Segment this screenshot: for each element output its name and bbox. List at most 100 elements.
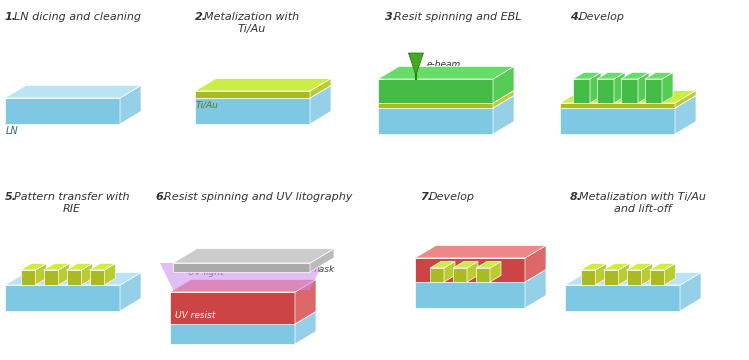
Polygon shape bbox=[378, 95, 514, 108]
Polygon shape bbox=[476, 268, 490, 282]
Polygon shape bbox=[195, 98, 310, 124]
Polygon shape bbox=[195, 78, 331, 91]
Polygon shape bbox=[160, 263, 323, 290]
Polygon shape bbox=[638, 72, 649, 103]
Text: 1.: 1. bbox=[5, 12, 17, 22]
Polygon shape bbox=[619, 264, 629, 285]
Polygon shape bbox=[573, 72, 601, 79]
Polygon shape bbox=[430, 261, 455, 268]
Polygon shape bbox=[5, 285, 120, 311]
Polygon shape bbox=[626, 264, 652, 270]
Text: mask: mask bbox=[311, 266, 336, 274]
Polygon shape bbox=[89, 264, 115, 270]
Polygon shape bbox=[525, 269, 546, 308]
Text: Metalization with
Ti/Au: Metalization with Ti/Au bbox=[204, 12, 299, 33]
Text: e-beam: e-beam bbox=[426, 59, 461, 68]
Text: Resit spinning and EBL: Resit spinning and EBL bbox=[394, 12, 521, 22]
Polygon shape bbox=[415, 258, 525, 282]
Polygon shape bbox=[170, 292, 295, 324]
Polygon shape bbox=[430, 268, 444, 282]
Polygon shape bbox=[105, 264, 115, 285]
Polygon shape bbox=[565, 285, 680, 311]
Polygon shape bbox=[415, 246, 546, 258]
Polygon shape bbox=[493, 95, 514, 134]
Polygon shape bbox=[310, 78, 331, 98]
Polygon shape bbox=[580, 264, 607, 270]
Text: Resist spinning and UV litography: Resist spinning and UV litography bbox=[164, 192, 352, 202]
Polygon shape bbox=[675, 95, 696, 134]
Polygon shape bbox=[597, 79, 614, 103]
Polygon shape bbox=[173, 263, 310, 272]
Text: 5.: 5. bbox=[5, 192, 17, 202]
Polygon shape bbox=[170, 324, 295, 344]
Polygon shape bbox=[195, 91, 310, 98]
Text: Develop: Develop bbox=[429, 192, 475, 202]
Polygon shape bbox=[604, 270, 619, 285]
Polygon shape bbox=[641, 264, 652, 285]
Polygon shape bbox=[35, 264, 46, 285]
Polygon shape bbox=[195, 85, 331, 98]
Text: 3.: 3. bbox=[385, 12, 397, 22]
Polygon shape bbox=[378, 79, 493, 103]
Polygon shape bbox=[170, 279, 316, 292]
Polygon shape bbox=[645, 72, 673, 79]
Polygon shape bbox=[378, 103, 493, 108]
Text: 2.: 2. bbox=[195, 12, 207, 22]
Polygon shape bbox=[597, 72, 625, 79]
Text: 4.: 4. bbox=[570, 12, 582, 22]
Text: e-beam resist: e-beam resist bbox=[383, 93, 445, 102]
Polygon shape bbox=[595, 264, 607, 285]
Polygon shape bbox=[378, 108, 493, 134]
Polygon shape bbox=[173, 249, 334, 263]
Polygon shape bbox=[662, 72, 673, 103]
Text: 7.: 7. bbox=[420, 192, 432, 202]
Polygon shape bbox=[573, 79, 590, 103]
Polygon shape bbox=[82, 264, 92, 285]
Polygon shape bbox=[444, 261, 455, 282]
Polygon shape bbox=[560, 90, 696, 103]
Polygon shape bbox=[453, 261, 478, 268]
Polygon shape bbox=[453, 268, 467, 282]
Text: LN dicing and cleaning: LN dicing and cleaning bbox=[14, 12, 141, 22]
Polygon shape bbox=[43, 270, 58, 285]
Polygon shape bbox=[67, 270, 82, 285]
Text: UV resist: UV resist bbox=[175, 311, 216, 320]
Polygon shape bbox=[493, 66, 514, 103]
Polygon shape bbox=[5, 273, 141, 285]
Polygon shape bbox=[649, 264, 676, 270]
Polygon shape bbox=[621, 72, 649, 79]
Polygon shape bbox=[43, 264, 70, 270]
Text: Metalization with Ti/Au
and lift-off: Metalization with Ti/Au and lift-off bbox=[579, 192, 706, 213]
Polygon shape bbox=[467, 261, 478, 282]
Text: UV light: UV light bbox=[188, 268, 224, 277]
Polygon shape bbox=[67, 264, 92, 270]
Polygon shape bbox=[310, 249, 334, 272]
Text: 6.: 6. bbox=[155, 192, 167, 202]
Polygon shape bbox=[476, 261, 501, 268]
Polygon shape bbox=[120, 273, 141, 311]
Polygon shape bbox=[170, 311, 316, 324]
Polygon shape bbox=[20, 270, 35, 285]
Polygon shape bbox=[525, 246, 546, 282]
Polygon shape bbox=[590, 72, 601, 103]
Polygon shape bbox=[89, 270, 105, 285]
Polygon shape bbox=[310, 85, 331, 124]
Text: Develop: Develop bbox=[579, 12, 625, 22]
Polygon shape bbox=[493, 90, 514, 108]
Polygon shape bbox=[408, 53, 423, 75]
Polygon shape bbox=[565, 273, 701, 285]
Polygon shape bbox=[645, 79, 662, 103]
Polygon shape bbox=[295, 279, 316, 324]
Polygon shape bbox=[415, 282, 525, 308]
Polygon shape bbox=[378, 66, 514, 79]
Polygon shape bbox=[5, 85, 141, 98]
Polygon shape bbox=[295, 311, 316, 344]
Polygon shape bbox=[560, 95, 696, 108]
Polygon shape bbox=[604, 264, 629, 270]
Polygon shape bbox=[415, 269, 546, 282]
Polygon shape bbox=[680, 273, 701, 311]
Polygon shape bbox=[621, 79, 638, 103]
Text: LN: LN bbox=[6, 126, 19, 136]
Polygon shape bbox=[378, 90, 514, 103]
Text: 8.: 8. bbox=[570, 192, 582, 202]
